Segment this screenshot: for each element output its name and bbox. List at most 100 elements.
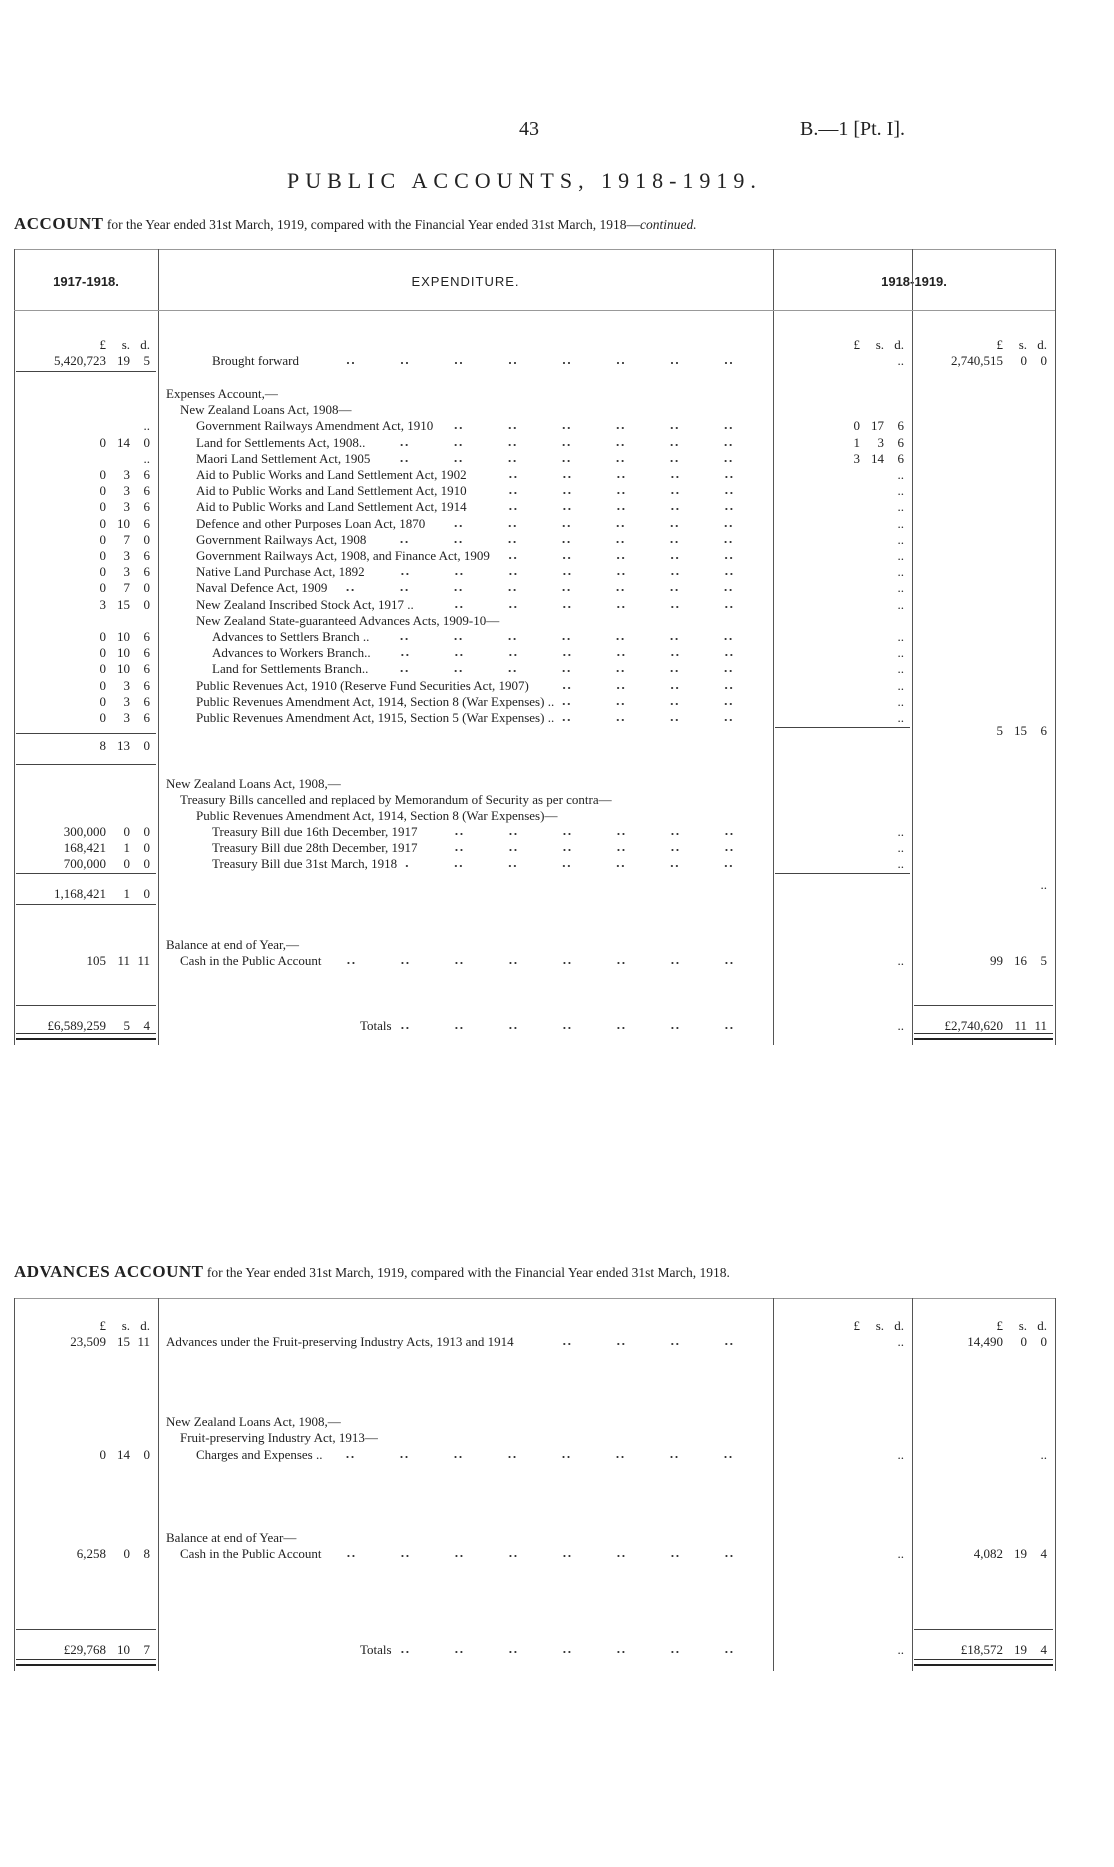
amount-previous-year-pounds: £6,589,259 (47, 1018, 107, 1033)
description-text: Totals (360, 1018, 392, 1033)
table-row (0, 886, 1114, 902)
description-text: Government Railways Amendment Act, 1910 (196, 418, 434, 433)
amount-previous-year-pence: 0 (143, 886, 151, 901)
dot-leader (472, 499, 765, 515)
units-current-year-shillings: s. (1018, 337, 1027, 352)
amount-detail: .. (773, 1447, 905, 1463)
amount-previous-year-shillings: 10 (117, 629, 130, 644)
page-title: PUBLIC ACCOUNTS, 1918-1919. (287, 168, 762, 193)
amount-previous-year-pence: 6 (143, 645, 151, 660)
amount-detail-value: .. (897, 1447, 905, 1462)
units-current-year-pounds: £ (996, 1318, 1004, 1333)
table-row: Government Railways Act, 1908 (0, 532, 1114, 548)
amount-previous-year: 0 14 0 (14, 1447, 151, 1463)
row-description: Advances to Workers Branch.. (212, 645, 765, 661)
amount-previous-year-pounds: 23,509 (70, 1334, 106, 1349)
description-text: Land for Settlements Branch.. (212, 661, 369, 676)
description-text: Balance at end of Year,— (166, 937, 300, 952)
amount-previous-year-shillings: 3 (123, 483, 131, 498)
amount-detail: .. (773, 1546, 905, 1562)
amount-current-year-pence: 5 (1040, 953, 1048, 968)
amount-previous-year: 105 11 11 (14, 953, 151, 969)
amount-previous-year-pounds: 0 (99, 564, 107, 579)
amount-previous-year-pounds: 0 (99, 661, 107, 676)
row-description: Government Railways Act, 1908 (196, 532, 765, 548)
amount-previous-year: .. (14, 451, 151, 467)
amount-previous-year-pence: 6 (143, 483, 151, 498)
amount-detail: .. (773, 564, 905, 580)
rule-line (775, 873, 910, 874)
amount-previous-year: 0 10 6 (14, 645, 151, 661)
amount-previous-year-pence: 0 (143, 824, 151, 839)
row-description: Land for Settlements Branch.. (212, 661, 765, 677)
double-rule (16, 1659, 156, 1666)
column-divider (773, 1298, 774, 1671)
amount-current-year: 99 16 5 (912, 953, 1047, 969)
dot-leader (370, 564, 765, 580)
column-divider (14, 1298, 15, 1671)
account-caption: ACCOUNT for the Year ended 31st March, 1… (14, 214, 697, 234)
rule-line (775, 727, 910, 728)
amount-detail-value: .. (897, 629, 905, 644)
amount-previous-year: £29,768 10 7 (14, 1642, 150, 1658)
amount-previous-year-pounds: 5,420,723 (54, 353, 106, 368)
amount-detail-pounds: 1 (853, 435, 861, 450)
dot-leader (423, 824, 765, 840)
row-description: New Zealand State-guaranteed Advances Ac… (196, 613, 765, 629)
row-description: Treasury Bill due 28th December, 1917 (212, 840, 765, 856)
dot-leader (333, 580, 765, 596)
table-row: Land for Settlements Branch.. (0, 661, 1114, 677)
amount-current-year-pounds: 14,490 (967, 1334, 1003, 1349)
row-description: Public Revenues Amendment Act, 1914, Sec… (196, 694, 765, 710)
amount-previous-year-shillings: 3 (123, 694, 131, 709)
amount-previous-year: 300,000 0 0 (14, 824, 150, 840)
table-row: New Zealand Loans Act, 1908— (0, 402, 1114, 418)
amount-current-year-value: .. (1040, 877, 1048, 892)
row-description: Treasury Bills cancelled and replaced by… (180, 792, 765, 808)
amount-previous-year-pounds: 700,000 (63, 856, 106, 871)
amount-detail-pence: 6 (897, 451, 905, 466)
amount-current-year-pence: 11 (1034, 1018, 1047, 1033)
row-description: New Zealand Loans Act, 1908,— (166, 1414, 765, 1430)
table-row: Land for Settlements Act, 1908.. (0, 435, 1114, 451)
amount-current-year-pounds: £18,572 (960, 1642, 1003, 1657)
dot-leader (403, 856, 765, 872)
row-description: Public Revenues Act, 1910 (Reserve Fund … (196, 678, 765, 694)
column-divider (773, 249, 774, 1045)
amount-current-year-pence: 0 (1040, 1334, 1048, 1349)
dot-leader (472, 467, 765, 483)
amount-detail: .. (773, 1334, 905, 1350)
row-description: Totals (360, 1642, 765, 1658)
row-description: Totals (360, 1018, 765, 1034)
row-description: Treasury Bill due 16th December, 1917 (212, 824, 765, 840)
table-row: Cash in the Public Account (0, 1546, 1114, 1562)
rule-line (16, 733, 156, 734)
units-current-year-pence: d. (1037, 337, 1047, 352)
description-text: Naval Defence Act, 1909 (196, 580, 328, 595)
rule-line (16, 764, 156, 765)
row-description: Land for Settlements Act, 1908.. (196, 435, 765, 451)
amount-detail: .. (773, 856, 905, 872)
amount-previous-year-shillings: 13 (117, 738, 130, 753)
amount-current-year-pence: 6 (1040, 723, 1048, 738)
amount-detail-value: .. (897, 548, 905, 563)
row-description: Government Railways Amendment Act, 1910 (196, 418, 765, 434)
rule-line (16, 1629, 156, 1630)
amount-previous-year: 0 10 6 (14, 629, 151, 645)
row-description: Advances to Settlers Branch .. (212, 629, 765, 645)
amount-detail-value: .. (897, 467, 905, 482)
amount-previous-year-shillings: 10 (117, 661, 130, 676)
description-text: Maori Land Settlement Act, 1905 (196, 451, 371, 466)
amount-previous-year-pounds: 0 (99, 548, 107, 563)
table-top-border (14, 249, 1055, 250)
row-description: Naval Defence Act, 1909 (196, 580, 765, 596)
amount-detail-value: .. (897, 824, 905, 839)
amount-detail-shillings: 17 (871, 418, 884, 433)
amount-detail: .. (773, 499, 905, 515)
description-text: Native Land Purchase Act, 1892 (196, 564, 365, 579)
amount-current-year: £2,740,620 11 11 (912, 1018, 1048, 1034)
amount-detail: .. (773, 597, 905, 613)
